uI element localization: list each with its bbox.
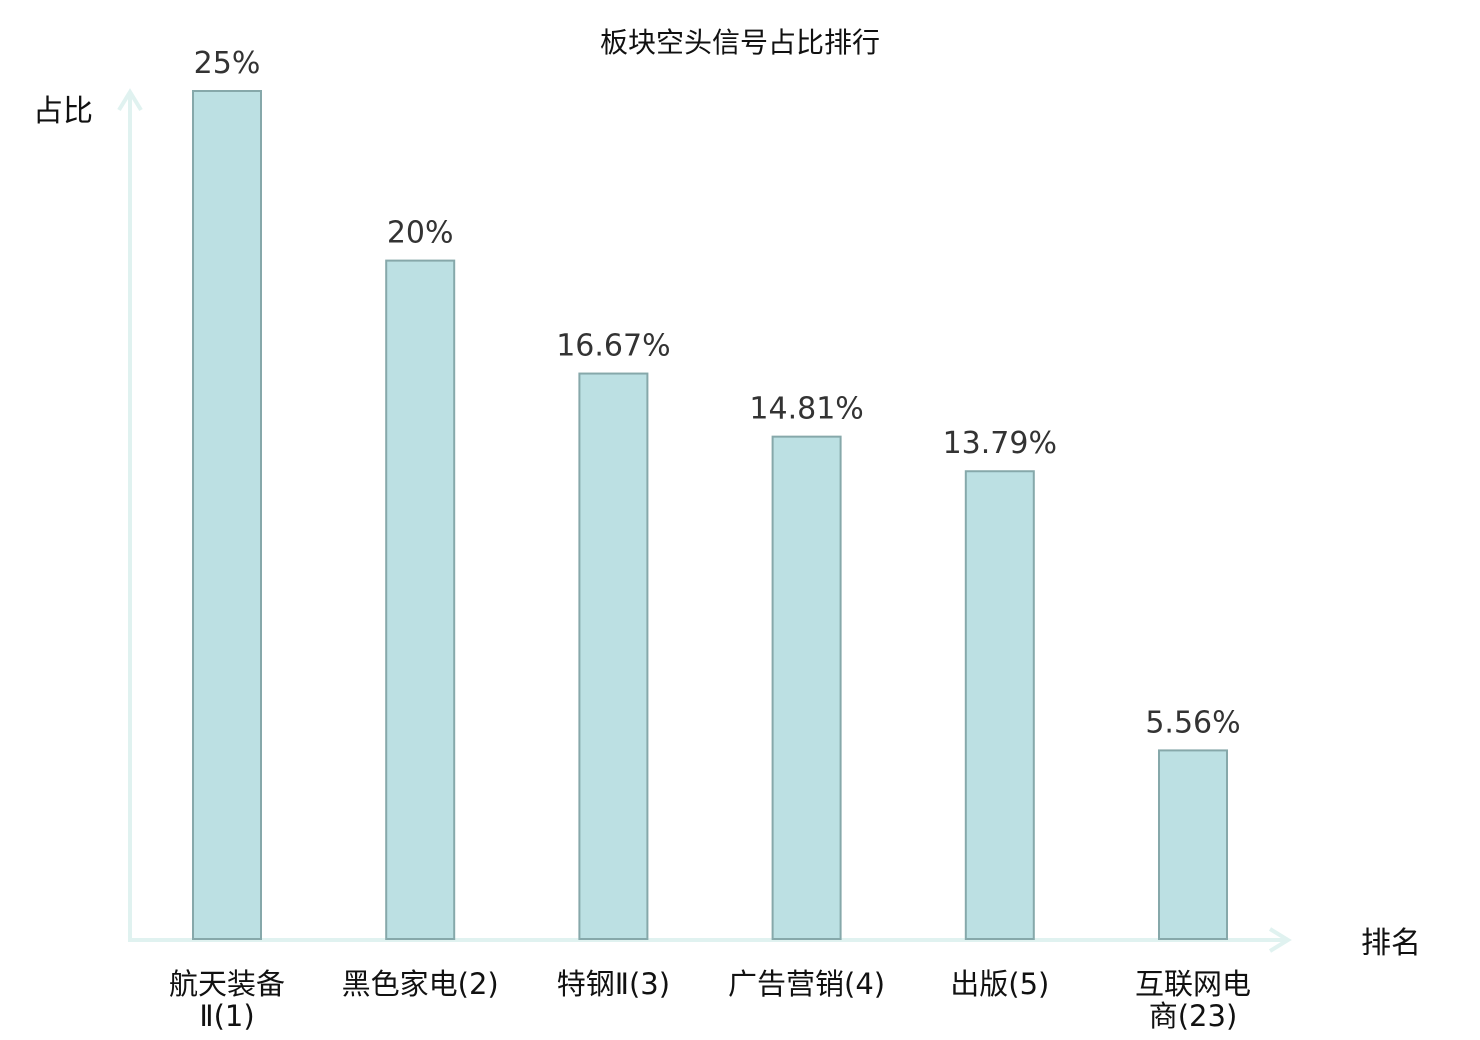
category-label-0: 航天装备 Ⅱ(1) [169,967,285,1033]
bar-3 [771,435,842,940]
x-axis-arrow [1268,927,1292,953]
bars-group: 25% 航天装备 Ⅱ(1) 20% 黑色家电(2) 16.67% 特钢Ⅱ(3) 14.81% 广… [169,46,1251,1033]
bar-2 [578,372,649,940]
category-label-line: 商(23) [1149,999,1238,1033]
category-label-1: 黑色家电(2) [342,967,499,1001]
bar-0 [192,90,262,940]
value-label-2: 16.67% [556,329,670,364]
value-label-3: 14.81% [749,392,863,427]
category-label-line: 航天装备 [169,967,285,1001]
category-label-3: 广告营销(4) [728,967,885,1001]
category-label-line: Ⅱ(1) [199,999,254,1033]
chart-title: 板块空头信号占比排行 [600,26,880,59]
bar-1 [385,259,456,941]
bar-5 [1158,749,1228,940]
category-label-2: 特钢Ⅱ(3) [557,967,670,1001]
y-axis-label: 占比 [33,94,93,129]
y-axis-arrow [117,88,143,112]
category-label-line: 广告营销(4) [728,967,885,1001]
x-axis-label: 排名 [1361,926,1421,961]
category-label-line: 特钢Ⅱ(3) [557,967,670,1001]
value-label-4: 13.79% [943,426,1057,461]
category-label-line: 黑色家电(2) [342,967,499,1001]
value-label-0: 25% [194,46,261,81]
bar-4 [964,470,1035,940]
category-label-4: 出版(5) [950,967,1049,1001]
category-label-line: 互联网电 [1135,967,1251,1001]
category-label-5: 互联网电商(23) [1135,967,1251,1033]
value-label-1: 20% [387,216,454,251]
category-label-line: 出版(5) [950,967,1049,1001]
value-label-5: 5.56% [1145,705,1240,740]
